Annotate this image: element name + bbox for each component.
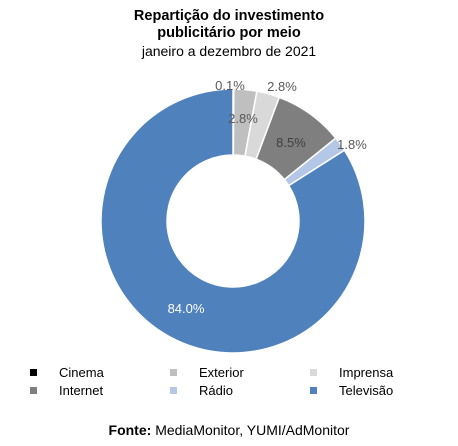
donut-chart: 0.1% 2.8% 2.8% 8.5% 1.8% 84.0% bbox=[100, 78, 367, 354]
data-label-imprensa: 2.8% bbox=[267, 79, 297, 94]
chart-legend: Cinema Exterior Imprensa Internet Rádio Telev… bbox=[30, 364, 430, 404]
source-prefix: Fonte: bbox=[108, 422, 152, 438]
legend-swatch bbox=[30, 368, 37, 376]
legend-swatch bbox=[170, 386, 177, 394]
chart-title: Repartição do investimento publicitário … bbox=[133, 8, 325, 41]
data-label-exterior: 2.8% bbox=[228, 111, 258, 126]
slice-televisão bbox=[100, 88, 366, 354]
chart-subtitle: janeiro a dezembro de 2021 bbox=[141, 43, 317, 59]
legend-swatch bbox=[170, 368, 177, 376]
legend-swatch bbox=[30, 386, 37, 394]
data-label-televisão: 84.0% bbox=[168, 301, 205, 316]
data-label-rádio: 1.8% bbox=[337, 137, 367, 152]
legend-label: Televisão bbox=[339, 382, 394, 398]
source-note: Fonte: MediaMonitor, YUMI/AdMonitor bbox=[0, 422, 458, 438]
legend-swatch bbox=[310, 386, 317, 394]
data-label-internet: 8.5% bbox=[276, 135, 306, 150]
source-text: MediaMonitor, YUMI/AdMonitor bbox=[155, 422, 350, 438]
legend-label: Internet bbox=[59, 382, 104, 398]
legend-label: Imprensa bbox=[339, 364, 394, 380]
legend-label: Rádio bbox=[199, 382, 233, 398]
legend-item-televisão: Televisão bbox=[310, 382, 393, 398]
legend-item-exterior: Exterior bbox=[170, 364, 244, 380]
legend-item-rádio: Rádio bbox=[170, 382, 233, 398]
legend-swatch bbox=[310, 368, 317, 376]
legend-item-imprensa: Imprensa bbox=[310, 364, 393, 380]
legend-label: Cinema bbox=[59, 364, 104, 380]
legend-item-internet: Internet bbox=[30, 382, 103, 398]
legend-item-cinema: Cinema bbox=[30, 364, 104, 380]
data-label-cinema: 0.1% bbox=[215, 78, 245, 93]
legend-label: Exterior bbox=[199, 364, 244, 380]
chart-header: Repartição do investimento publicitário … bbox=[0, 8, 458, 60]
